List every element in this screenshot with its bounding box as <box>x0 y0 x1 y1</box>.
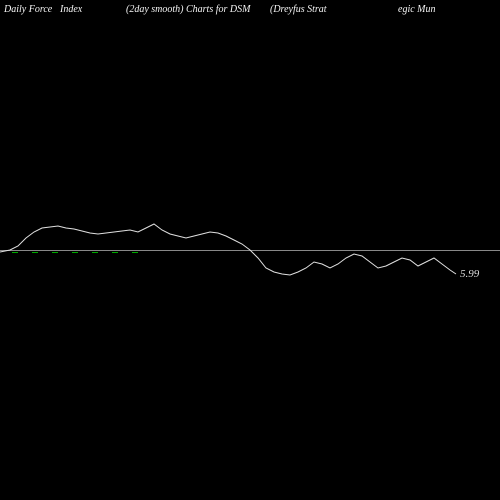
force-index-line <box>0 224 456 275</box>
current-value-label: 5.99 <box>460 268 479 280</box>
line-plot-svg <box>0 0 500 500</box>
force-index-chart: 5.99 <box>0 0 500 500</box>
